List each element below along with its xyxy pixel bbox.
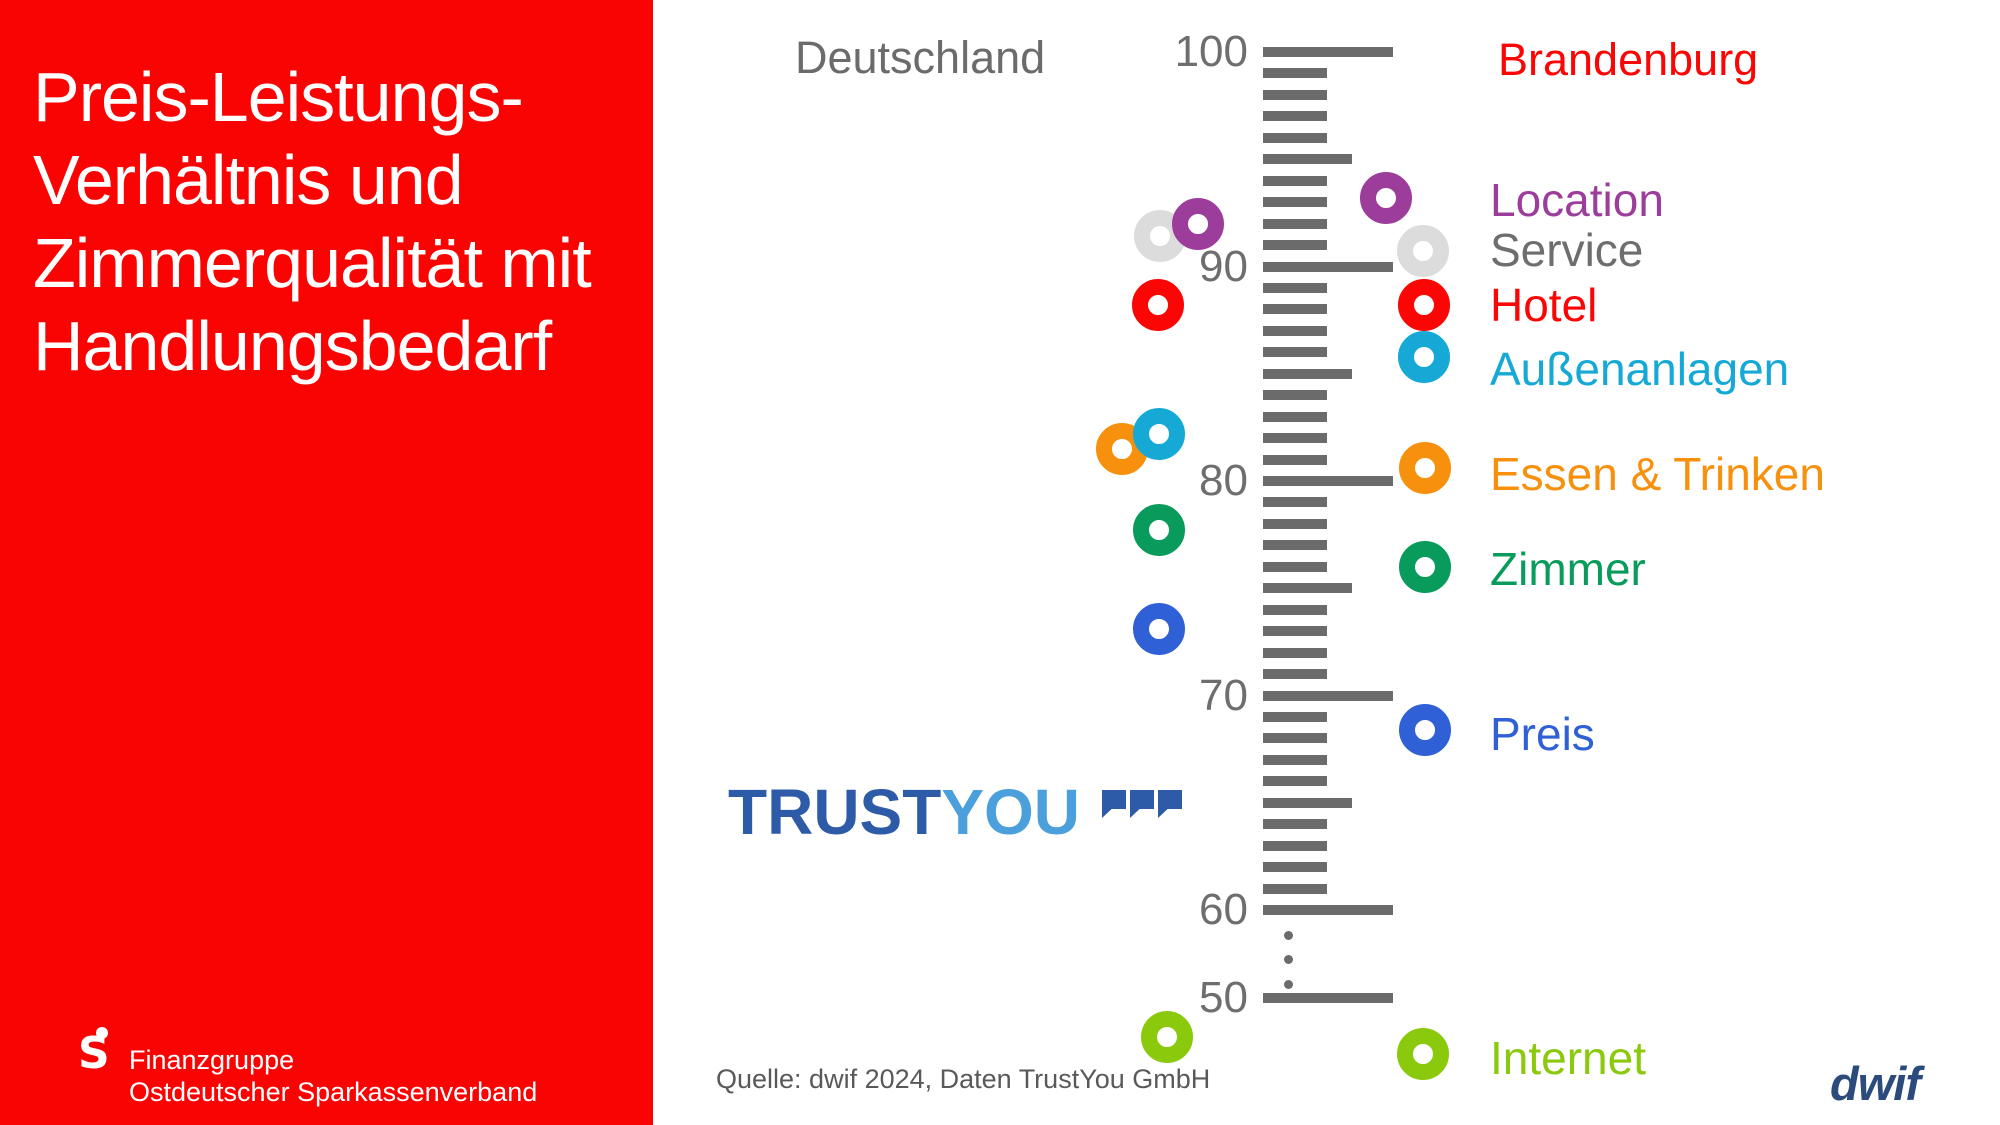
tick-minor-63 <box>1263 840 1327 851</box>
title-line-1: Preis-Leistungs- <box>33 58 524 136</box>
data-point-brandenburg-zimmer <box>1399 540 1451 593</box>
tick-minor-62 <box>1263 862 1327 873</box>
trustyou-logo: TRUSTYOU <box>728 780 1182 844</box>
sparkasse-footer-text: Finanzgruppe Ostdeutscher Sparkassenverb… <box>129 1026 537 1108</box>
data-point-brandenburg-internet <box>1397 1027 1449 1080</box>
data-point-brandenburg-service <box>1397 225 1449 278</box>
tick-minor-98 <box>1263 89 1327 100</box>
data-point-deutschland-zimmer <box>1133 504 1185 557</box>
tick-medium-95 <box>1263 154 1352 165</box>
tick-minor-79 <box>1263 497 1327 508</box>
tick-minor-92 <box>1263 218 1327 229</box>
tick-minor-93 <box>1263 197 1327 208</box>
data-point-brandenburg-location <box>1360 171 1412 224</box>
title-line-4: Handlungsbedarf <box>33 307 552 385</box>
speech-quote-icon <box>1130 790 1154 818</box>
axis-break-dot <box>1284 980 1293 989</box>
tick-minor-68 <box>1263 733 1327 744</box>
title-line-3: Zimmerqualität mit <box>33 224 592 302</box>
tick-minor-88 <box>1263 304 1327 315</box>
tick-minor-96 <box>1263 132 1327 143</box>
tick-minor-91 <box>1263 240 1327 251</box>
sparkasse-s-icon: S <box>78 1026 116 1078</box>
tick-minor-61 <box>1263 883 1327 894</box>
tick-minor-71 <box>1263 669 1327 680</box>
brandenburg-column-label: Brandenburg <box>1498 34 1759 85</box>
data-point-deutschland-preis <box>1133 603 1185 655</box>
tick-major-100 <box>1263 47 1393 57</box>
left-red-panel: Preis-Leistungs- Verhältnis und Zimmerqu… <box>0 0 653 1125</box>
tick-medium-75 <box>1263 583 1352 594</box>
speech-quote-icon <box>1102 790 1126 818</box>
tick-minor-89 <box>1263 282 1327 293</box>
trustyou-quote-marks <box>1102 790 1182 818</box>
sparkasse-s-letter: S <box>78 1028 110 1079</box>
tick-minor-67 <box>1263 754 1327 765</box>
tick-minor-64 <box>1263 819 1327 830</box>
data-point-brandenburg-essen-trinken <box>1399 442 1451 495</box>
speech-quote-icon <box>1158 790 1182 818</box>
sparkasse-dot-icon <box>96 1027 108 1039</box>
data-point-deutschland-internet <box>1141 1010 1193 1063</box>
category-label-preis: Preis <box>1490 708 1595 760</box>
tick-minor-81 <box>1263 454 1327 465</box>
category-label-au-enanlagen: Außenanlagen <box>1490 343 1790 395</box>
tick-minor-66 <box>1263 776 1327 787</box>
tick-major-80 <box>1263 476 1393 486</box>
tick-minor-72 <box>1263 647 1327 658</box>
tick-minor-69 <box>1263 711 1327 722</box>
tick-minor-78 <box>1263 518 1327 529</box>
tick-minor-86 <box>1263 347 1327 358</box>
tick-minor-73 <box>1263 626 1327 637</box>
data-point-brandenburg-hotel <box>1398 279 1450 332</box>
tick-minor-94 <box>1263 175 1327 186</box>
data-point-deutschland-au-enanlagen <box>1133 407 1185 460</box>
tick-major-60 <box>1263 905 1393 915</box>
tick-minor-74 <box>1263 604 1327 615</box>
tick-minor-84 <box>1263 390 1327 401</box>
trustyou-trust-text: TRUST <box>728 776 942 848</box>
axis-number-60: 60 <box>1199 885 1248 934</box>
tick-minor-82 <box>1263 433 1327 444</box>
category-label-internet: Internet <box>1490 1032 1646 1084</box>
data-point-brandenburg-au-enanlagen <box>1398 330 1450 383</box>
category-label-hotel: Hotel <box>1490 279 1598 331</box>
axis-number-70: 70 <box>1199 670 1248 720</box>
category-label-location: Location <box>1490 174 1664 226</box>
axis-break-dot <box>1284 931 1293 940</box>
data-point-deutschland-hotel <box>1132 279 1184 332</box>
tick-medium-85 <box>1263 368 1352 379</box>
tick-major-70 <box>1263 690 1393 701</box>
tick-minor-99 <box>1263 68 1327 79</box>
category-label-essen-trinken: Essen & Trinken <box>1490 448 1825 500</box>
sparkasse-logo: S Finanzgruppe Ostdeutscher Sparkassenve… <box>78 1026 537 1108</box>
axis-number-50: 50 <box>1199 973 1248 1022</box>
axis-break-dot <box>1284 955 1293 964</box>
data-point-brandenburg-preis <box>1399 703 1451 756</box>
category-label-service: Service <box>1490 224 1644 276</box>
deutschland-column-label: Deutschland <box>795 32 1046 83</box>
tick-minor-97 <box>1263 111 1327 122</box>
trustyou-you-text: YOU <box>941 776 1080 848</box>
category-label-zimmer: Zimmer <box>1490 543 1646 595</box>
data-point-deutschland-location <box>1172 197 1224 250</box>
finanzgruppe-label: Finanzgruppe <box>129 1045 295 1075</box>
axis-number-100: 100 <box>1174 27 1248 76</box>
dwif-logo: dwif <box>1830 1057 1921 1110</box>
tick-minor-87 <box>1263 325 1327 336</box>
slide-title: Preis-Leistungs- Verhältnis und Zimmerqu… <box>33 56 653 388</box>
source-note: Quelle: dwif 2024, Daten TrustYou GmbH <box>716 1064 1211 1094</box>
tick-major-50 <box>1263 993 1393 1003</box>
title-line-2: Verhältnis und <box>33 141 464 219</box>
axis-number-90: 90 <box>1199 241 1248 291</box>
tick-minor-76 <box>1263 561 1327 572</box>
sparkassenverband-label: Ostdeutscher Sparkassenverband <box>129 1077 538 1107</box>
tick-minor-83 <box>1263 411 1327 422</box>
tick-medium-65 <box>1263 797 1352 808</box>
tick-minor-77 <box>1263 540 1327 551</box>
axis-number-80: 80 <box>1199 456 1248 505</box>
tick-major-90 <box>1263 261 1393 272</box>
